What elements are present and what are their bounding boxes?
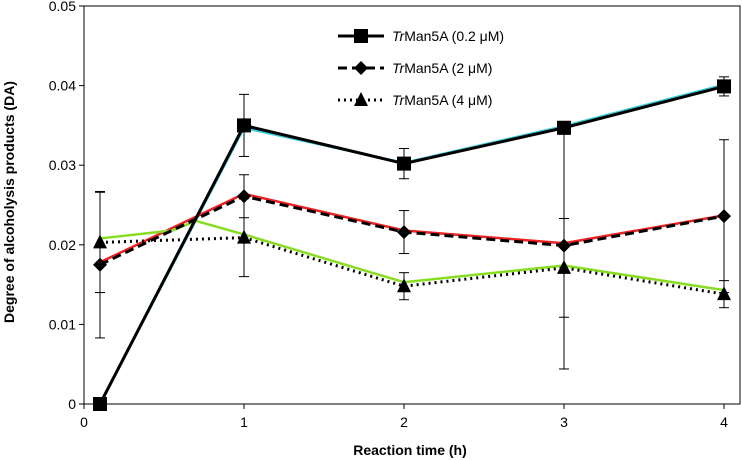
- y-axis-title: Degree of alcoholysis products (DA): [1, 81, 17, 323]
- y-tick-label: 0.05: [49, 0, 76, 14]
- legend-marker: [354, 61, 368, 75]
- y-tick-label: 0.01: [49, 316, 76, 332]
- data-point: [717, 286, 731, 301]
- y-tick-label: 0.03: [49, 157, 76, 173]
- data-series: [93, 76, 731, 411]
- data-point: [717, 79, 731, 94]
- plot-border: [83, 5, 741, 405]
- series-3: [93, 191, 731, 318]
- legend-entry-2: TrMan5A (2 μM): [338, 60, 492, 76]
- y-tick-label: 0: [68, 396, 76, 412]
- y-tick-label: 0.04: [49, 78, 76, 94]
- data-point: [397, 156, 411, 171]
- series-1: [93, 76, 731, 411]
- series-2: [93, 121, 731, 370]
- x-tick-label: 2: [400, 414, 408, 430]
- data-point: [93, 397, 107, 411]
- data-point: [397, 278, 411, 293]
- data-point: [397, 225, 411, 240]
- legend-label: TrMan5A (0.2 μM): [392, 28, 504, 44]
- legend-label: TrMan5A (2 μM): [392, 60, 492, 76]
- x-tick-label: 3: [560, 414, 568, 430]
- fit-line-2: [99, 192, 725, 264]
- data-point: [557, 259, 571, 274]
- data-point: [237, 189, 251, 204]
- legend-label: TrMan5A (4 μM): [392, 92, 492, 108]
- legend-marker: [354, 29, 368, 43]
- data-point: [237, 118, 251, 133]
- fit-lines: [98, 83, 725, 405]
- axes: 0 0.01 0.02 0.03 0.04 0.05 0 1 2 3 4: [49, 0, 728, 430]
- legend: TrMan5A (0.2 μM) TrMan5A (2 μM) TrMan5A (4…: [338, 28, 504, 108]
- data-point: [93, 234, 107, 249]
- legend-entry-1: TrMan5A (0.2 μM): [338, 28, 504, 44]
- plot-area: [83, 5, 741, 405]
- y-tick-label: 0.02: [49, 237, 76, 253]
- x-tick-label: 1: [240, 414, 248, 430]
- series-line: [98, 84, 725, 405]
- x-axis-title: Reaction time (h): [353, 442, 467, 458]
- data-point: [237, 229, 251, 244]
- legend-marker: [354, 92, 368, 106]
- legend-entry-3: TrMan5A (4 μM): [338, 92, 492, 108]
- data-point: [717, 209, 731, 224]
- fit-line-1: [98, 83, 725, 405]
- x-tick-label: 0: [80, 414, 88, 430]
- series-line: [99, 236, 725, 296]
- x-tick-label: 4: [720, 414, 728, 430]
